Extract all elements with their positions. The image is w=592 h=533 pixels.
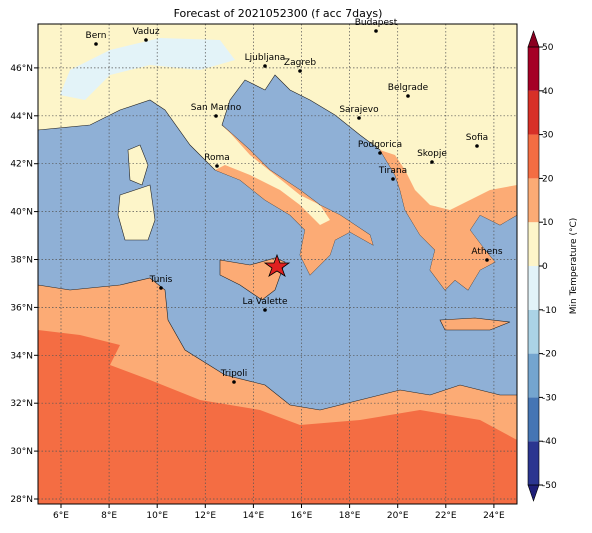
lon-label: 18°E: [339, 511, 361, 521]
colorbar-segment: [528, 397, 539, 442]
crete: [439, 317, 511, 331]
colorbar-tick-label: 50: [542, 43, 554, 53]
lat-label: 34°N: [10, 351, 33, 361]
city-dot: [263, 64, 267, 68]
city-label: Roma: [204, 153, 230, 163]
city-dot: [298, 69, 302, 73]
colorbar-tick-label: 10: [542, 218, 554, 228]
lat-label: 36°N: [10, 303, 33, 313]
city-label: Tripoli: [220, 369, 248, 379]
city-label: Ljubljana: [245, 53, 286, 63]
colorbar-segment: [528, 47, 539, 91]
city-dot: [215, 164, 219, 168]
colorbar-tick-label: -10: [542, 306, 557, 316]
lat-label: 32°N: [10, 399, 33, 409]
corsica: [127, 144, 149, 186]
city-dot: [263, 308, 267, 312]
lat-label: 40°N: [10, 208, 33, 218]
lat-label: 46°N: [10, 64, 33, 74]
city-label: San Marino: [191, 103, 242, 113]
star-marker: [263, 253, 291, 277]
city-dot: [378, 151, 382, 155]
city-dot: [374, 29, 378, 33]
city-label: Athens: [471, 247, 502, 257]
colorbar-segment: [528, 266, 539, 310]
colorbar-tick-label: 30: [542, 131, 554, 141]
map-area: [38, 24, 517, 504]
colorbar-segment: [528, 90, 539, 135]
city-label: Tirana: [378, 166, 407, 176]
lat-label: 38°N: [10, 256, 33, 266]
alps-cold: [60, 38, 235, 100]
sardinia: [117, 184, 156, 241]
city-dot: [159, 286, 163, 290]
lon-label: 8°E: [101, 511, 117, 521]
lon-label: 20°E: [387, 511, 409, 521]
city-dot: [485, 258, 489, 262]
city-label: La Valette: [243, 297, 288, 307]
lon-label: 10°E: [146, 511, 168, 521]
italy-warm: [215, 125, 373, 275]
city-dot: [391, 177, 395, 181]
city-label: Tunis: [149, 275, 173, 285]
title: Forecast of 2021052300 (f acc 7days): [174, 7, 383, 20]
colorbar-tick-label: 40: [542, 87, 554, 97]
city-label: Zagreb: [284, 58, 316, 68]
city-label: Sofia: [466, 133, 488, 143]
lon-label: 12°E: [194, 511, 216, 521]
city-dot: [475, 144, 479, 148]
colorbar-segment: [528, 309, 539, 354]
colorbar-extend: [527, 30, 540, 48]
city-dot: [406, 94, 410, 98]
lat-label: 30°N: [10, 447, 33, 457]
colorbar: -50 -40 -30 -20 -10 0 10 20 30 40 50: [527, 30, 557, 502]
lon-label: 14°E: [243, 511, 265, 521]
balkan-warm: [380, 150, 517, 290]
lon-label: 6°E: [53, 511, 69, 521]
colorbar-tick-label: 0: [542, 262, 548, 272]
lon-label: 22°E: [435, 511, 457, 521]
colorbar-tick-label: -40: [542, 437, 557, 447]
colorbar-segment: [528, 441, 539, 485]
colorbar-extend: [527, 484, 540, 502]
lat-label: 42°N: [10, 160, 33, 170]
map-frame: [37, 23, 518, 505]
city-dot: [94, 42, 98, 46]
colorbar-tick-label: 20: [542, 174, 554, 184]
colorbar-segment: [528, 222, 539, 266]
city-dot: [144, 38, 148, 42]
city-label: Vaduz: [132, 27, 159, 37]
colorbar-tick-label: -50: [542, 481, 557, 491]
city-dot: [214, 114, 218, 118]
colorbar-label: Min Temperature (°C): [569, 218, 579, 315]
city-label: Budapest: [355, 18, 398, 28]
colorbar-segment: [528, 134, 539, 179]
lat-label: 28°N: [10, 495, 33, 505]
colorbar-segment: [528, 178, 539, 223]
sicily: [219, 257, 286, 301]
city-label: Belgrade: [388, 83, 429, 93]
city-dot: [232, 380, 236, 384]
lon-label: 16°E: [291, 511, 313, 521]
lat-label: 44°N: [10, 112, 33, 122]
city-label: Podgorica: [358, 140, 402, 150]
africa-hot: [38, 330, 517, 504]
colorbar-segment: [528, 353, 539, 398]
city-dot: [357, 116, 361, 120]
city-label: Skopje: [417, 149, 447, 159]
city-dot: [430, 160, 434, 164]
colorbar-tick-label: -30: [542, 393, 557, 403]
graticule: [38, 24, 517, 504]
colorbar-tick-label: -20: [542, 350, 557, 360]
lon-label: 24°E: [483, 511, 505, 521]
city-label: Sarajevo: [339, 105, 379, 115]
city-label: Bern: [86, 31, 107, 41]
